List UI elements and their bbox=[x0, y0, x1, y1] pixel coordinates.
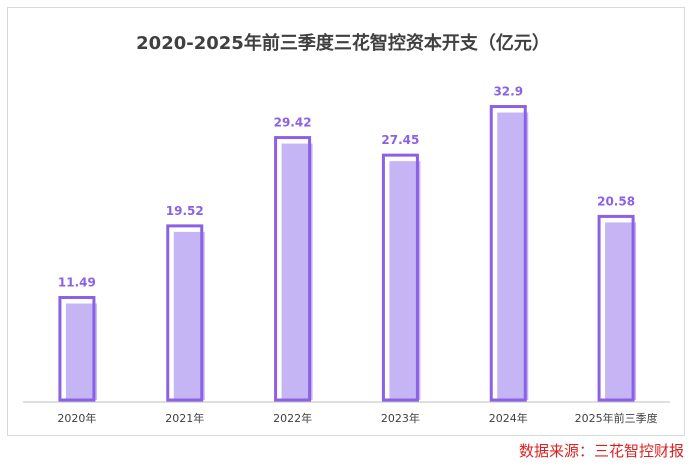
category-label: 2024年 bbox=[489, 411, 528, 425]
bar-outline bbox=[166, 224, 204, 402]
bar-fill bbox=[281, 143, 313, 400]
bar-fill bbox=[605, 222, 637, 400]
bar-outline bbox=[274, 136, 312, 402]
bar-outline bbox=[597, 214, 635, 402]
bar-fill bbox=[65, 303, 97, 400]
bar-5 bbox=[489, 105, 529, 402]
bar-outline bbox=[489, 105, 527, 402]
value-label: 11.49 bbox=[58, 276, 96, 290]
value-label: 20.58 bbox=[597, 194, 635, 208]
chart-title: 2020-2025年前三季度三花智控资本开支（亿元） bbox=[136, 32, 550, 54]
value-label: 19.52 bbox=[166, 204, 204, 218]
bar-1 bbox=[58, 296, 97, 402]
bar-fill bbox=[497, 112, 529, 401]
category-label: 2022年 bbox=[273, 411, 312, 425]
bar-fill bbox=[389, 161, 421, 400]
value-label: 27.45 bbox=[381, 133, 419, 147]
bar-outline bbox=[58, 296, 96, 402]
bar-4 bbox=[381, 153, 421, 402]
bar-outline bbox=[381, 153, 419, 402]
category-label: 2023年 bbox=[381, 411, 420, 425]
bars-layer bbox=[58, 105, 637, 402]
chart-frame bbox=[7, 7, 685, 436]
value-label: 29.42 bbox=[274, 116, 312, 130]
bar-6 bbox=[597, 214, 637, 402]
value-label: 32.9 bbox=[493, 85, 523, 99]
bar-2 bbox=[166, 224, 205, 402]
labels-layer: 11.49 2020年 19.52 2021年 29.42 2022年 27.45 2023年… bbox=[57, 85, 657, 425]
bar-fill bbox=[173, 231, 205, 400]
data-source-note: 数据来源：三花智控财报 bbox=[518, 442, 684, 460]
category-label: 2025年前三季度 bbox=[575, 411, 658, 425]
bar-3 bbox=[274, 136, 313, 402]
category-label: 2021年 bbox=[165, 411, 204, 425]
category-label: 2020年 bbox=[57, 411, 96, 425]
